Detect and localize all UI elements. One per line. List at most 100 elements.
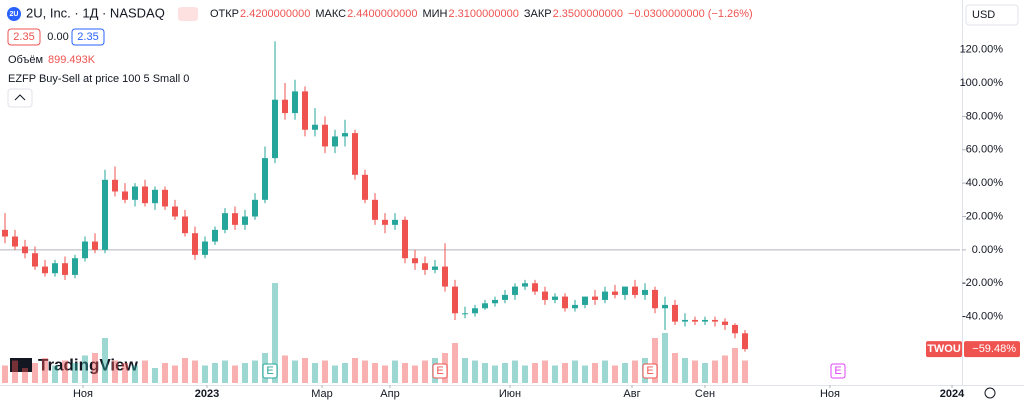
event-label[interactable]: E — [266, 365, 273, 377]
brand: TradingView — [38, 355, 139, 374]
volume-bar — [32, 363, 38, 383]
volume-bar — [532, 363, 538, 383]
volume-bar — [632, 360, 638, 383]
volume-bar — [572, 360, 578, 383]
volume-bar — [122, 363, 128, 383]
price-button-label[interactable]: 0.00 — [47, 31, 68, 43]
volume-bar — [592, 363, 598, 383]
ohlc-value: 2.3500000000 — [553, 8, 623, 20]
candle-body — [72, 258, 78, 275]
candle-body — [552, 296, 558, 300]
y-tick-label: 60.00% — [966, 144, 1004, 156]
volume-bar — [242, 363, 248, 383]
price-button[interactable] — [71, 28, 105, 46]
candle-body — [422, 263, 428, 270]
volume-bar — [562, 363, 568, 383]
candle-body — [342, 133, 348, 137]
currency-button[interactable] — [965, 4, 1019, 26]
collapse-button[interactable] — [7, 88, 33, 108]
volume-name: Объём — [8, 54, 43, 66]
volume-bar — [232, 365, 238, 383]
candle-body — [382, 219, 388, 225]
candle-body — [262, 158, 268, 200]
volume-bar — [652, 338, 658, 383]
volume-bar — [662, 333, 668, 383]
volume-bar — [212, 363, 218, 383]
volume-bar — [492, 365, 498, 383]
candle-body — [462, 313, 468, 315]
candle-body — [482, 303, 488, 309]
event-marker[interactable] — [262, 363, 278, 379]
volume-bar — [142, 360, 148, 383]
candle-body — [742, 333, 748, 350]
toggle-icon[interactable] — [178, 7, 198, 21]
settings-icon[interactable] — [984, 387, 996, 399]
candle-body — [392, 219, 398, 225]
candle-body — [352, 133, 358, 175]
volume-bar — [112, 360, 118, 383]
event-label[interactable]: E — [436, 365, 443, 377]
candle-body — [132, 186, 138, 200]
volume-bar — [412, 365, 418, 383]
candle-body — [92, 241, 98, 250]
collapse-icon[interactable] — [14, 94, 26, 101]
volume-bar — [132, 365, 138, 383]
price-button[interactable] — [7, 28, 41, 46]
event-label[interactable]: E — [646, 365, 653, 377]
candle-body — [172, 206, 178, 217]
volume-bar — [422, 360, 428, 383]
volume-bar — [202, 365, 208, 383]
candle-body — [302, 91, 308, 130]
currency[interactable]: USD — [972, 9, 995, 21]
volume-bar — [302, 358, 308, 383]
candle-body — [202, 241, 208, 255]
volume-bar — [82, 355, 88, 383]
candle-body — [22, 246, 28, 254]
event-label[interactable]: E — [834, 365, 841, 377]
volume-bar — [42, 358, 48, 383]
volume-bar — [322, 360, 328, 383]
volume-bar — [152, 368, 158, 383]
candle-body — [602, 291, 608, 300]
candle-body — [232, 213, 238, 225]
volume-bar — [482, 363, 488, 383]
candle-body — [532, 283, 538, 292]
volume-bar — [2, 365, 8, 383]
candle-body — [212, 229, 218, 242]
volume-bar — [352, 358, 358, 383]
price-button-label[interactable]: 2.35 — [13, 31, 34, 43]
volume-bar — [682, 358, 688, 383]
candle-body — [282, 99, 288, 114]
candle-body — [652, 289, 658, 309]
volume-bar — [382, 365, 388, 383]
candle-body — [522, 283, 528, 287]
price-tag-label: −59.48% — [972, 343, 1016, 355]
candle-body — [122, 191, 128, 200]
event-marker[interactable] — [432, 363, 448, 379]
volume-bar — [172, 365, 178, 383]
volume-bar — [472, 360, 478, 383]
volume-bar — [402, 363, 408, 383]
candle-body — [432, 266, 438, 270]
candle-body — [192, 233, 198, 255]
event-marker[interactable] — [642, 363, 658, 379]
indicator-name: EZFP Buy-Sell at price 100 5 Small 0 — [8, 73, 189, 85]
ohlc-value: 2.3100000000 — [449, 8, 519, 20]
candle-body — [492, 299, 498, 304]
candle-body — [572, 304, 578, 309]
x-tick-label: Апр — [380, 388, 399, 400]
event-marker[interactable] — [830, 363, 846, 379]
volume-bar — [52, 365, 58, 383]
volume-bar — [292, 360, 298, 383]
volume-bar — [12, 360, 18, 383]
volume-bar — [552, 365, 558, 383]
candle-body — [592, 296, 598, 300]
candle-body — [292, 91, 298, 114]
candle-body — [402, 219, 408, 259]
x-tick-label: Ноя — [73, 388, 93, 400]
price-button-label[interactable]: 2.35 — [77, 31, 98, 43]
volume-bar — [102, 338, 108, 383]
volume-bar — [692, 360, 698, 383]
ohlc-value: 2.4200000000 — [240, 8, 310, 20]
